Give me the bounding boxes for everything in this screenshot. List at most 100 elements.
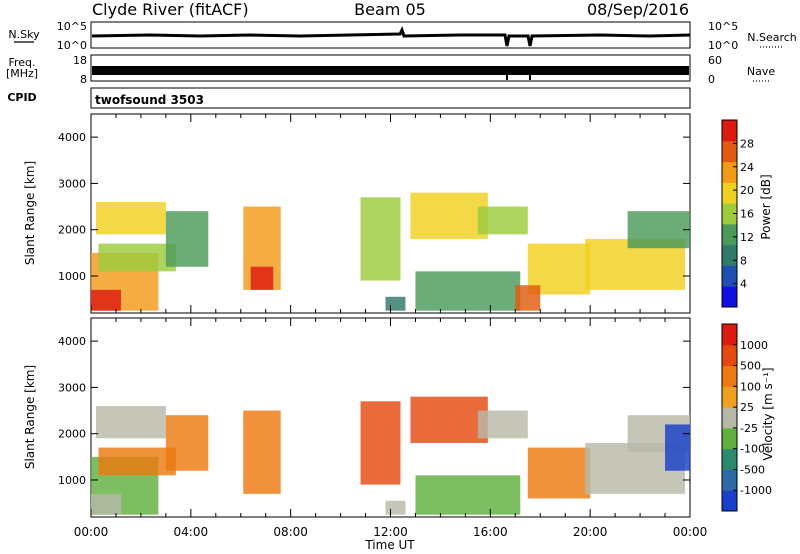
velocity-colorbar-segment [722,448,737,470]
power-patch [385,296,406,311]
freq-label: Freq. [8,56,35,69]
nsearch-tick-top: 10^5 [708,20,738,33]
nsky-tick-bottom: 10^0 [57,39,87,52]
velocity-patch [415,475,521,515]
power-patch [627,211,690,249]
velocity-colorbar: 1000 500 100 25 -25 -100 -500 -1000 [721,323,772,512]
nsky-tick-top: 10^5 [57,20,87,33]
time-tick-label: 16:00 [473,525,508,539]
velocity-patch [665,424,690,471]
power-patch [477,206,528,235]
nave-tick-top: 60 [708,54,722,67]
velocity-patch [360,401,401,485]
velocity-y-tick-label: 4000 [58,335,86,348]
power-y-ticks: 1000 2000 3000 4000 [58,131,690,283]
power-colorbar-label: Power [dB] [759,174,773,239]
cpid-value: twofsound 3503 [95,93,204,107]
freq-unit: [MHz] [6,67,38,80]
power-colorbar-tick-label: 24 [740,161,754,174]
nsearch-label: N.Search [747,31,797,44]
beam-title: Beam 05 [354,0,426,19]
velocity-colorbar-segment [722,344,737,367]
time-tick-labels: 00:00 04:00 08:00 12:00 16:00 20:00 00:00 [74,525,708,539]
velocity-colorbar-tick-label: 100 [740,380,761,393]
freq-tick-bottom: 8 [80,73,87,86]
power-patch [515,285,541,311]
time-tick-label: 20:00 [573,525,608,539]
power-colorbar-tick-label: 16 [740,208,754,221]
velocity-colorbar-segment [722,427,737,450]
velocity-y-ticks: 1000 2000 3000 4000 [58,335,690,487]
power-colorbar-segment [722,244,737,266]
power-y-tick-label: 3000 [58,177,86,190]
power-patch [410,192,488,239]
power-y-tick-label: 1000 [58,270,86,283]
power-y-label: Slant Range [km] [23,161,37,265]
velocity-patch [91,493,121,515]
power-colorbar-segment [722,203,737,225]
velocity-colorbar-frame [721,323,738,512]
velocity-colorbar-segment [722,469,737,491]
cpid-panel [90,87,691,109]
velocity-colorbar-segment [722,490,737,512]
power-patch [165,211,209,267]
power-colorbar-segment [722,182,737,204]
power-colorbar-tick-label: 28 [740,137,754,150]
velocity-colorbar-tick-label: -1000 [740,484,772,497]
power-patch [250,266,274,290]
power-colorbar: 4 8 12 16 20 24 28 [721,119,754,308]
power-x-ticks [90,114,691,313]
power-patch [95,201,166,235]
x-axis-title: Time UT [364,538,415,552]
time-tick-label: 08:00 [273,525,308,539]
time-tick-label: 00:00 [74,525,109,539]
velocity-y-tick-label: 3000 [58,381,86,394]
freq-panel [90,54,691,82]
velocity-patch [385,500,406,515]
nsky-trace [91,26,691,47]
velocity-y-tick-label: 2000 [58,428,86,441]
nave-label: Nave [747,65,775,78]
velocity-heatmap [91,396,690,515]
power-colorbar-tick-label: 8 [740,254,747,267]
power-colorbar-segment [722,286,737,308]
freq-trace [92,66,689,75]
power-panel: 1000 2000 3000 4000 Slant Range [km] 4 8 12 16… [23,113,773,314]
power-y-tick-label: 4000 [58,131,86,144]
velocity-colorbar-segment [722,386,737,408]
velocity-colorbar-segment [722,324,737,346]
cpid-label: CPID [7,91,36,104]
power-patch [91,289,121,311]
velocity-x-ticks [90,318,691,517]
time-tick-label: 04:00 [174,525,209,539]
power-colorbar-tick-label: 20 [740,184,754,197]
power-patch [98,243,176,272]
freq-tick-top: 18 [73,54,87,67]
velocity-patch [527,447,591,499]
power-colorbar-segment [722,140,737,163]
power-colorbar-segment [722,223,737,246]
velocity-y-label: Slant Range [km] [23,365,37,469]
power-patch [415,271,521,311]
power-colorbar-tick-label: 4 [740,278,747,291]
power-y-tick-label: 2000 [58,224,86,237]
velocity-patch [95,405,166,439]
date-title: 08/Sep/2016 [587,0,689,19]
velocity-patch [165,415,209,471]
velocity-colorbar-tick-label: 25 [740,401,754,414]
velocity-panel: 1000 2000 3000 4000 Slant Range [km] 1000 50… [23,317,775,518]
velocity-colorbar-tick-label: 500 [740,360,761,373]
velocity-colorbar-label: Velocity [m s⁻¹] [761,367,775,460]
nsearch-tick-bottom: 10^0 [708,39,738,52]
velocity-colorbar-tick-label: -500 [740,463,765,476]
power-colorbar-segment [722,161,737,183]
velocity-colorbar-tick-label: -25 [740,422,758,435]
velocity-colorbar-segment [722,365,737,387]
velocity-patch [410,396,488,443]
nave-tick-bottom: 0 [708,73,715,86]
velocity-colorbar-tick-label: -100 [740,443,765,456]
velocity-patch [243,410,281,494]
power-colorbar-tick-label: 12 [740,231,754,244]
nsky-label: N.Sky [8,28,40,41]
